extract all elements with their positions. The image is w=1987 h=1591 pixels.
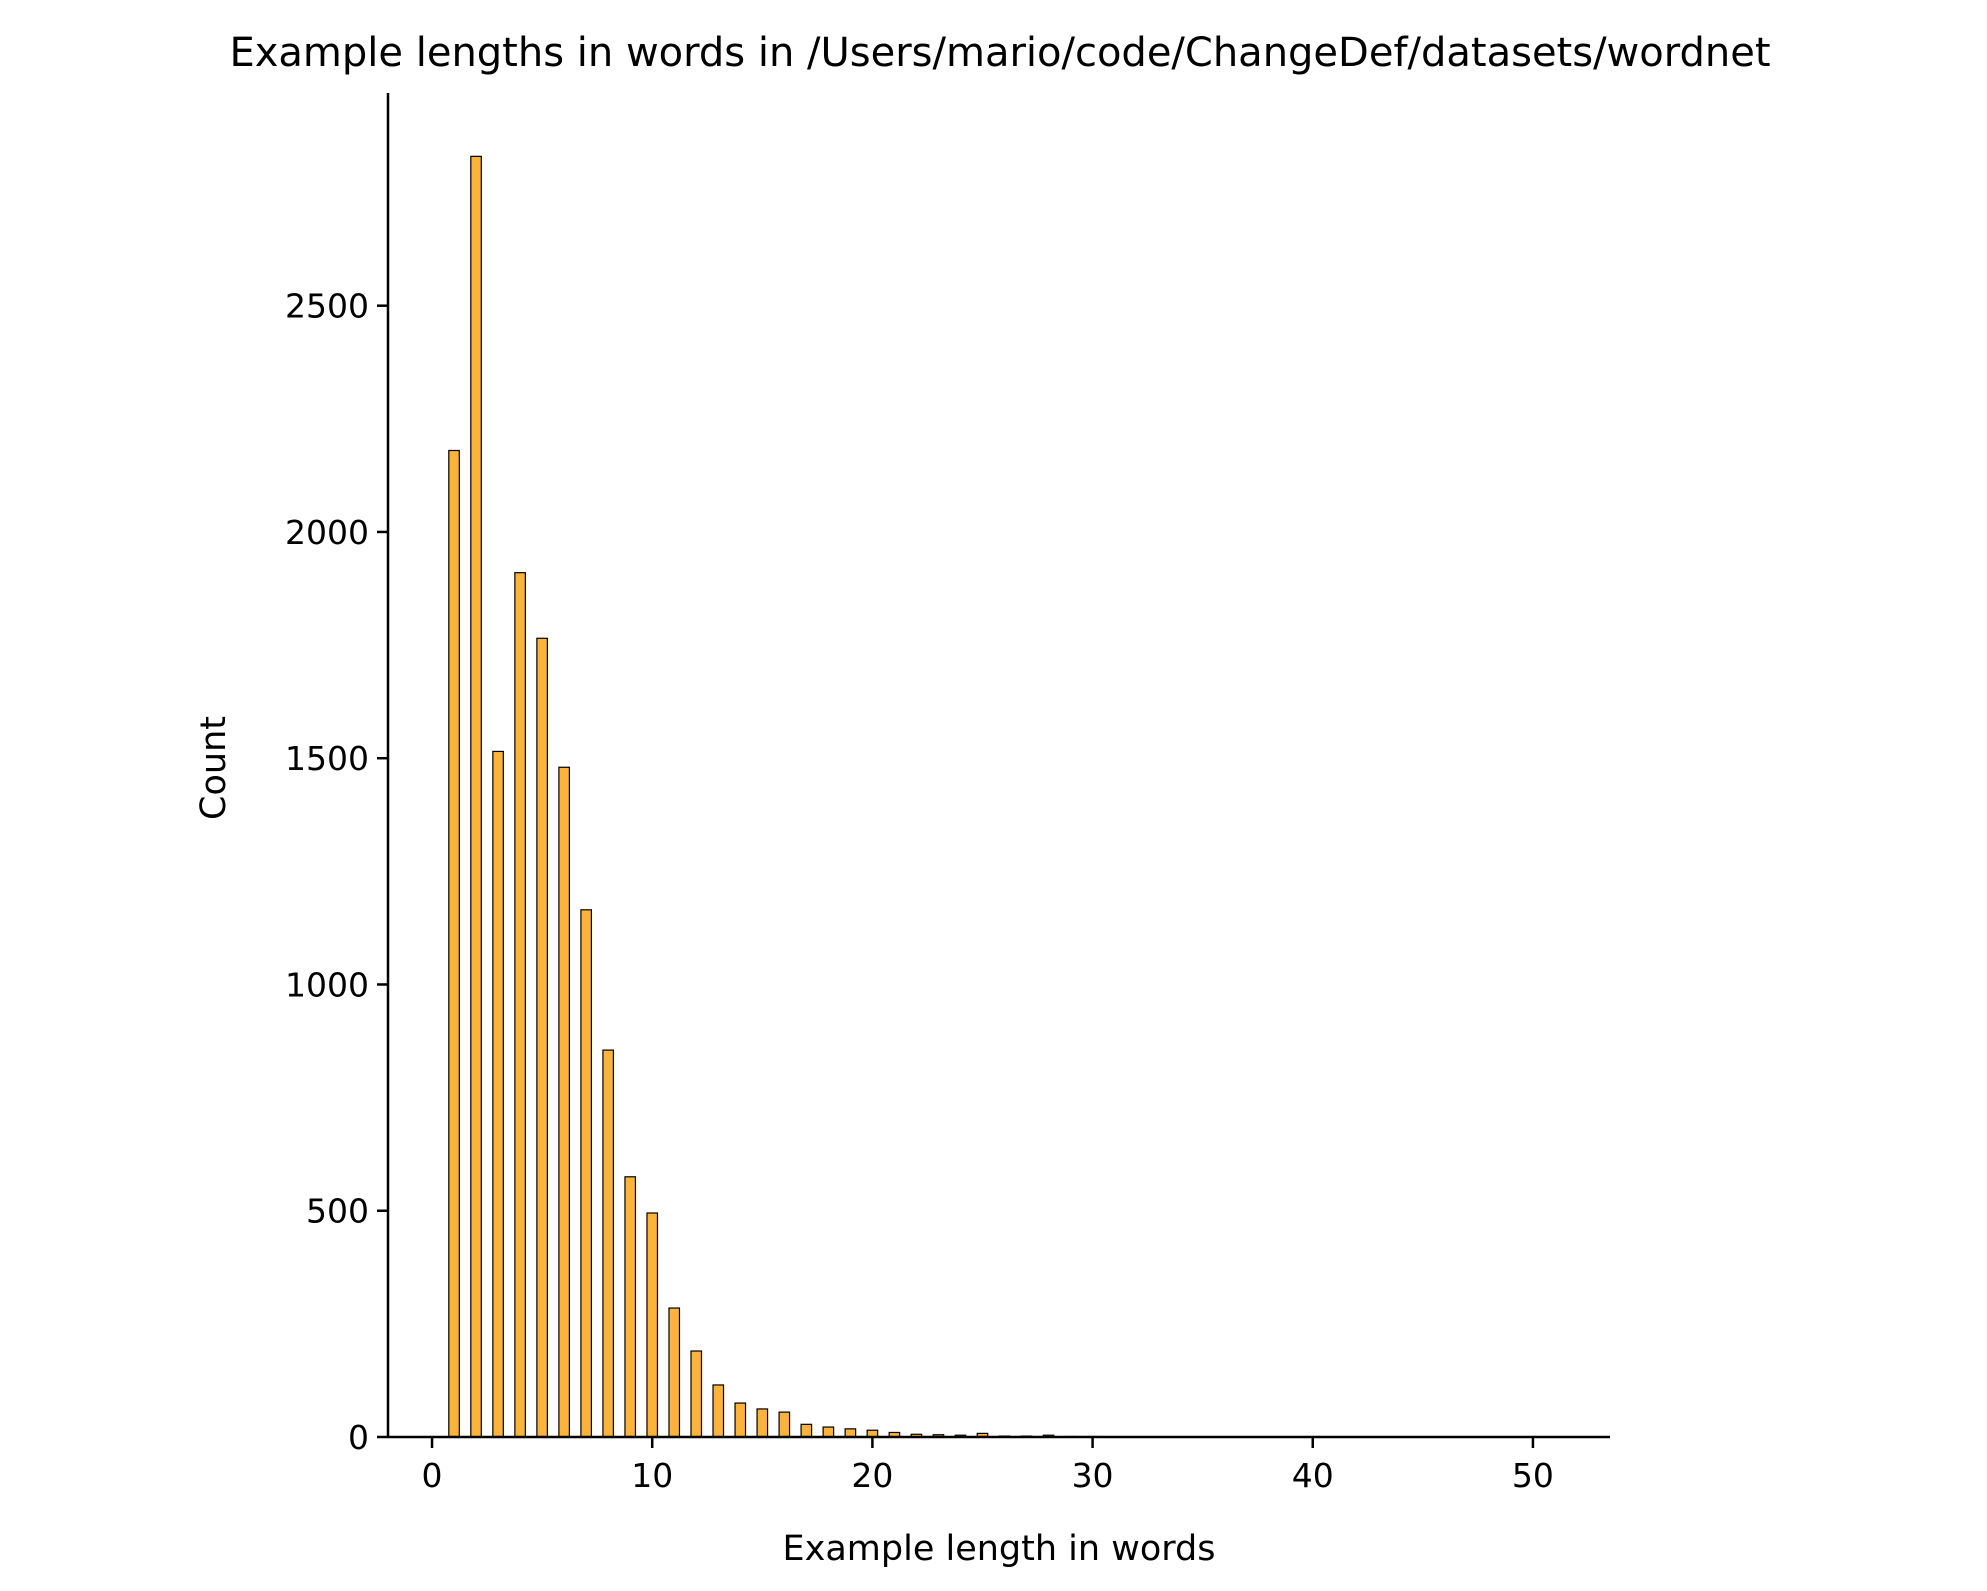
x-axis-label: Example length in words — [783, 1529, 1216, 1569]
x-ticks-group: 0 10 20 30 40 50 — [422, 1437, 1554, 1495]
y-tick-label-0: 0 — [348, 1418, 369, 1457]
bar-2 — [470, 155, 482, 1438]
bar-11 — [668, 1307, 681, 1438]
y-tick-label-1500: 1500 — [285, 739, 369, 778]
x-tick-label-30: 30 — [1072, 1456, 1114, 1495]
bar-13 — [712, 1384, 725, 1438]
bar-6 — [558, 766, 570, 1438]
y-tick-label-500: 500 — [306, 1192, 369, 1231]
y-tick-label-2500: 2500 — [285, 287, 369, 326]
bar-7 — [580, 909, 593, 1438]
bar-5 — [536, 637, 548, 1438]
x-tick-label-50: 50 — [1512, 1456, 1554, 1495]
y-tick-label-2000: 2000 — [285, 513, 369, 552]
bar-4 — [514, 572, 526, 1438]
bar-9 — [624, 1176, 637, 1438]
y-axis-label: Count — [194, 716, 234, 820]
bars-group — [448, 155, 1099, 1438]
x-tick-label-40: 40 — [1292, 1456, 1334, 1495]
bar-16 — [778, 1411, 791, 1438]
bar-15 — [756, 1408, 769, 1438]
bar-18 — [822, 1426, 835, 1438]
bar-1 — [448, 449, 460, 1438]
bar-14 — [734, 1402, 747, 1438]
x-tick-label-0: 0 — [422, 1456, 443, 1495]
chart-title: Example lengths in words in /Users/mario… — [229, 30, 1770, 76]
x-tick-label-20: 20 — [851, 1456, 893, 1495]
y-ticks-group: 0 500 1000 1500 2000 2500 — [285, 287, 388, 1457]
bar-12 — [690, 1350, 703, 1438]
bar-8 — [602, 1049, 615, 1438]
bar-10 — [646, 1212, 659, 1438]
x-tick-label-10: 10 — [631, 1456, 673, 1495]
y-tick-label-1000: 1000 — [285, 965, 369, 1004]
bar-3 — [492, 750, 504, 1438]
bar-17 — [800, 1423, 813, 1438]
